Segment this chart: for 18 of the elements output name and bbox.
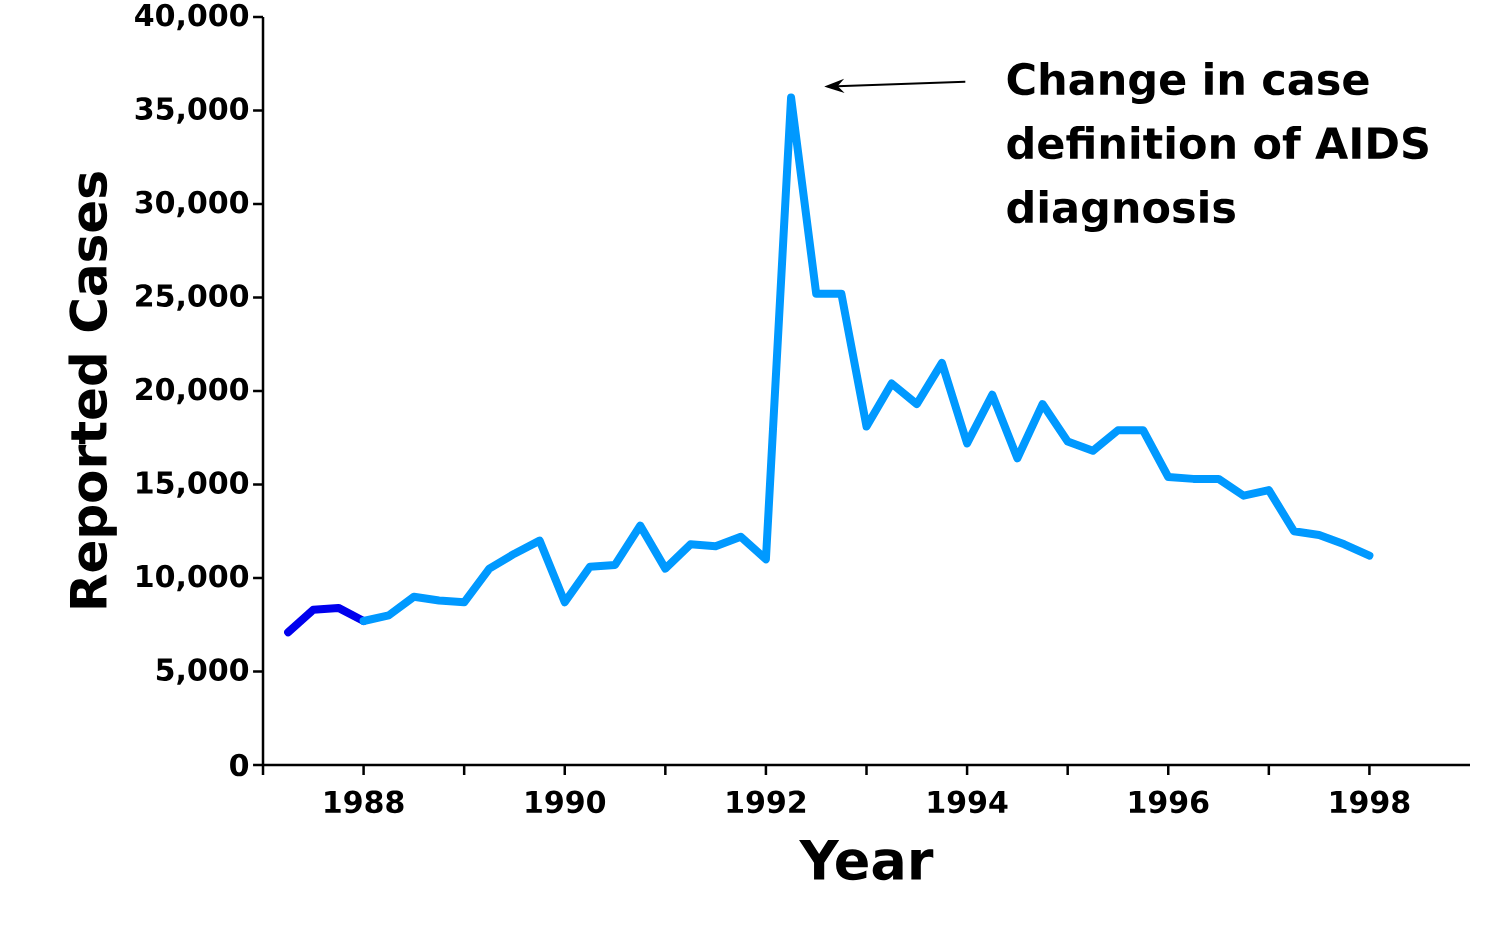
y-axis-title: Reported Cases [68,172,117,608]
y-tick-label: 20,000 [136,377,249,405]
y-tick-label: 25,000 [136,284,249,311]
y-tick-label: 10,000 [137,564,249,592]
y-tick-label: 30,000 [135,190,249,218]
y-tick-label: 40,000 [135,3,249,31]
y-tick-label: 0 [230,753,249,777]
x-tick-label: 1996 [1129,790,1209,814]
x-axis-title: Year [799,840,934,881]
x-tick-label: 1994 [928,790,1008,814]
x-tick-label: 1988 [325,790,404,814]
annotation: Change in case definition of AIDS diagnosis [1007,62,1428,233]
x-tick-label: 1990 [526,790,606,814]
x-tick-label: 1998 [1331,790,1410,814]
y-tick-label: 5,000 [156,658,249,685]
y-tick-label: 15,000 [137,471,249,498]
y-tick-label: 35,000 [135,97,249,124]
x-tick-label: 1992 [727,790,806,814]
